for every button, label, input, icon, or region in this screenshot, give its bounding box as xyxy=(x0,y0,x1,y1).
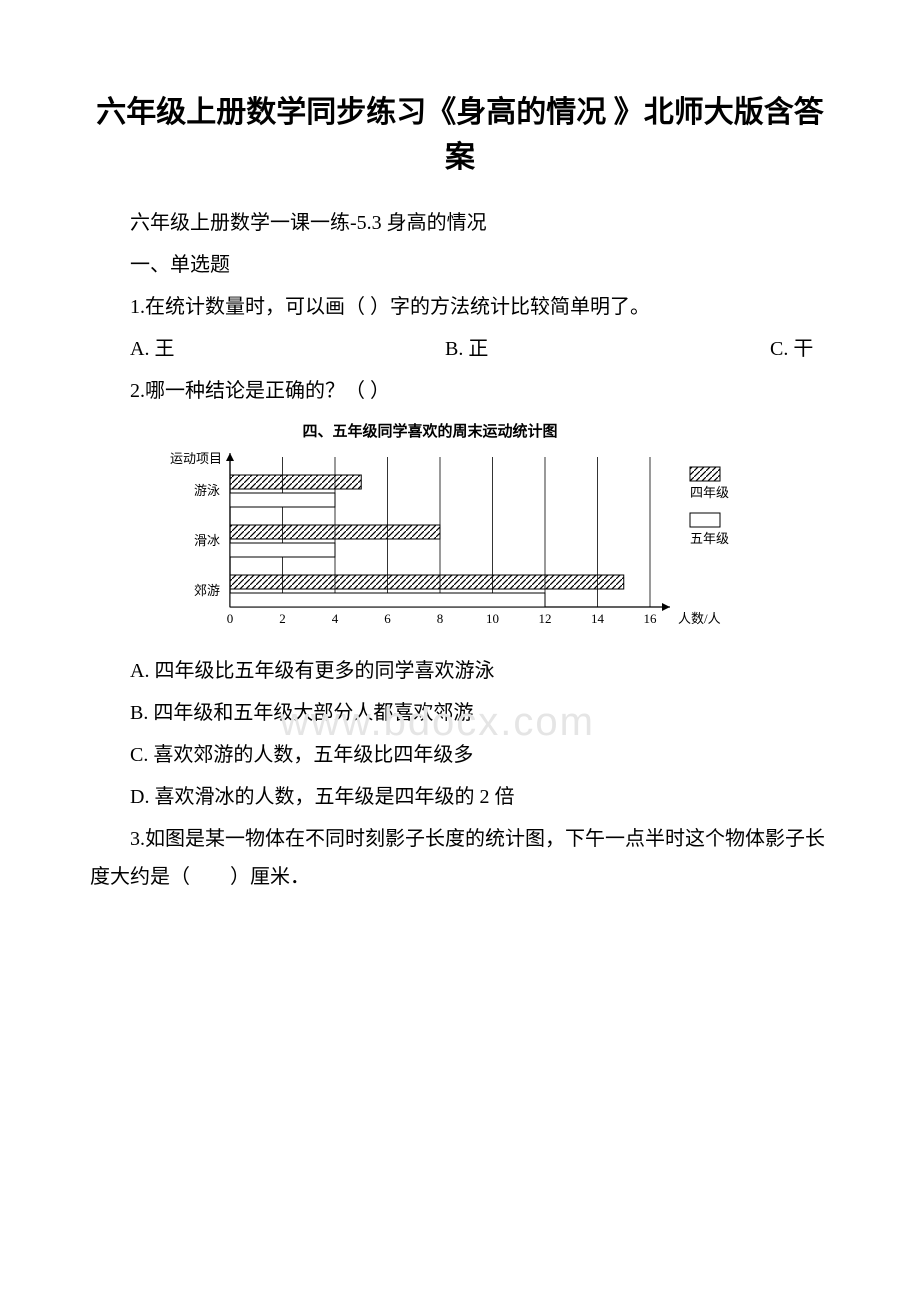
q1-opt-b: B. 正 xyxy=(445,330,765,368)
q1-opt-c: C. 干 xyxy=(770,338,813,360)
svg-text:8: 8 xyxy=(437,611,444,626)
q3-stem: 3.如图是某一物体在不同时刻影子长度的统计图，下午一点半时这个物体影子长度大约是… xyxy=(90,820,830,896)
q2-opt-b: B. 四年级和五年级大部分人都喜欢郊游 xyxy=(90,694,830,732)
svg-text:人数/人: 人数/人 xyxy=(678,611,721,626)
page-title: 六年级上册数学同步练习《身高的情况 》北师大版含答案 xyxy=(90,90,830,180)
svg-text:10: 10 xyxy=(486,611,499,626)
svg-text:五年级: 五年级 xyxy=(690,531,729,546)
svg-text:4: 4 xyxy=(332,611,339,626)
q1-stem: 1.在统计数量时，可以画（ ）字的方法统计比较简单明了。 xyxy=(90,288,830,326)
subtitle: 六年级上册数学一课一练-5.3 身高的情况 xyxy=(90,204,830,242)
q1-options: A. 王 B. 正 C. 干 xyxy=(90,330,830,368)
section-heading: 一、单选题 xyxy=(90,246,830,284)
q2-chart-title: 四、五年级同学喜欢的周末运动统计图 xyxy=(160,420,700,441)
svg-text:6: 6 xyxy=(384,611,391,626)
svg-text:12: 12 xyxy=(539,611,552,626)
q2-chart: 四、五年级同学喜欢的周末运动统计图 0 2 4 6 8 10 12 14 16 运动项目人数/人 游… xyxy=(160,420,830,642)
svg-text:游泳: 游泳 xyxy=(194,483,220,498)
svg-text:四年级: 四年级 xyxy=(690,485,729,500)
q1-opt-a: A. 王 xyxy=(130,330,440,368)
q2-chart-svg: 0 2 4 6 8 10 12 14 16 运动项目人数/人 游泳滑冰郊游 四年级五年级 xyxy=(160,447,760,637)
svg-text:0: 0 xyxy=(227,611,234,626)
svg-text:滑冰: 滑冰 xyxy=(194,533,220,548)
q2-stem: 2.哪一种结论是正确的？（ ） xyxy=(90,372,830,410)
svg-text:郊游: 郊游 xyxy=(194,583,220,598)
q2-opt-c: C. 喜欢郊游的人数，五年级比四年级多 xyxy=(90,736,830,774)
q2-opt-a: A. 四年级比五年级有更多的同学喜欢游泳 xyxy=(90,652,830,690)
svg-text:运动项目: 运动项目 xyxy=(170,451,222,466)
svg-text:2: 2 xyxy=(279,611,286,626)
svg-text:16: 16 xyxy=(644,611,658,626)
q2-opt-d: D. 喜欢滑冰的人数，五年级是四年级的 2 倍 xyxy=(90,778,830,816)
svg-text:14: 14 xyxy=(591,611,605,626)
